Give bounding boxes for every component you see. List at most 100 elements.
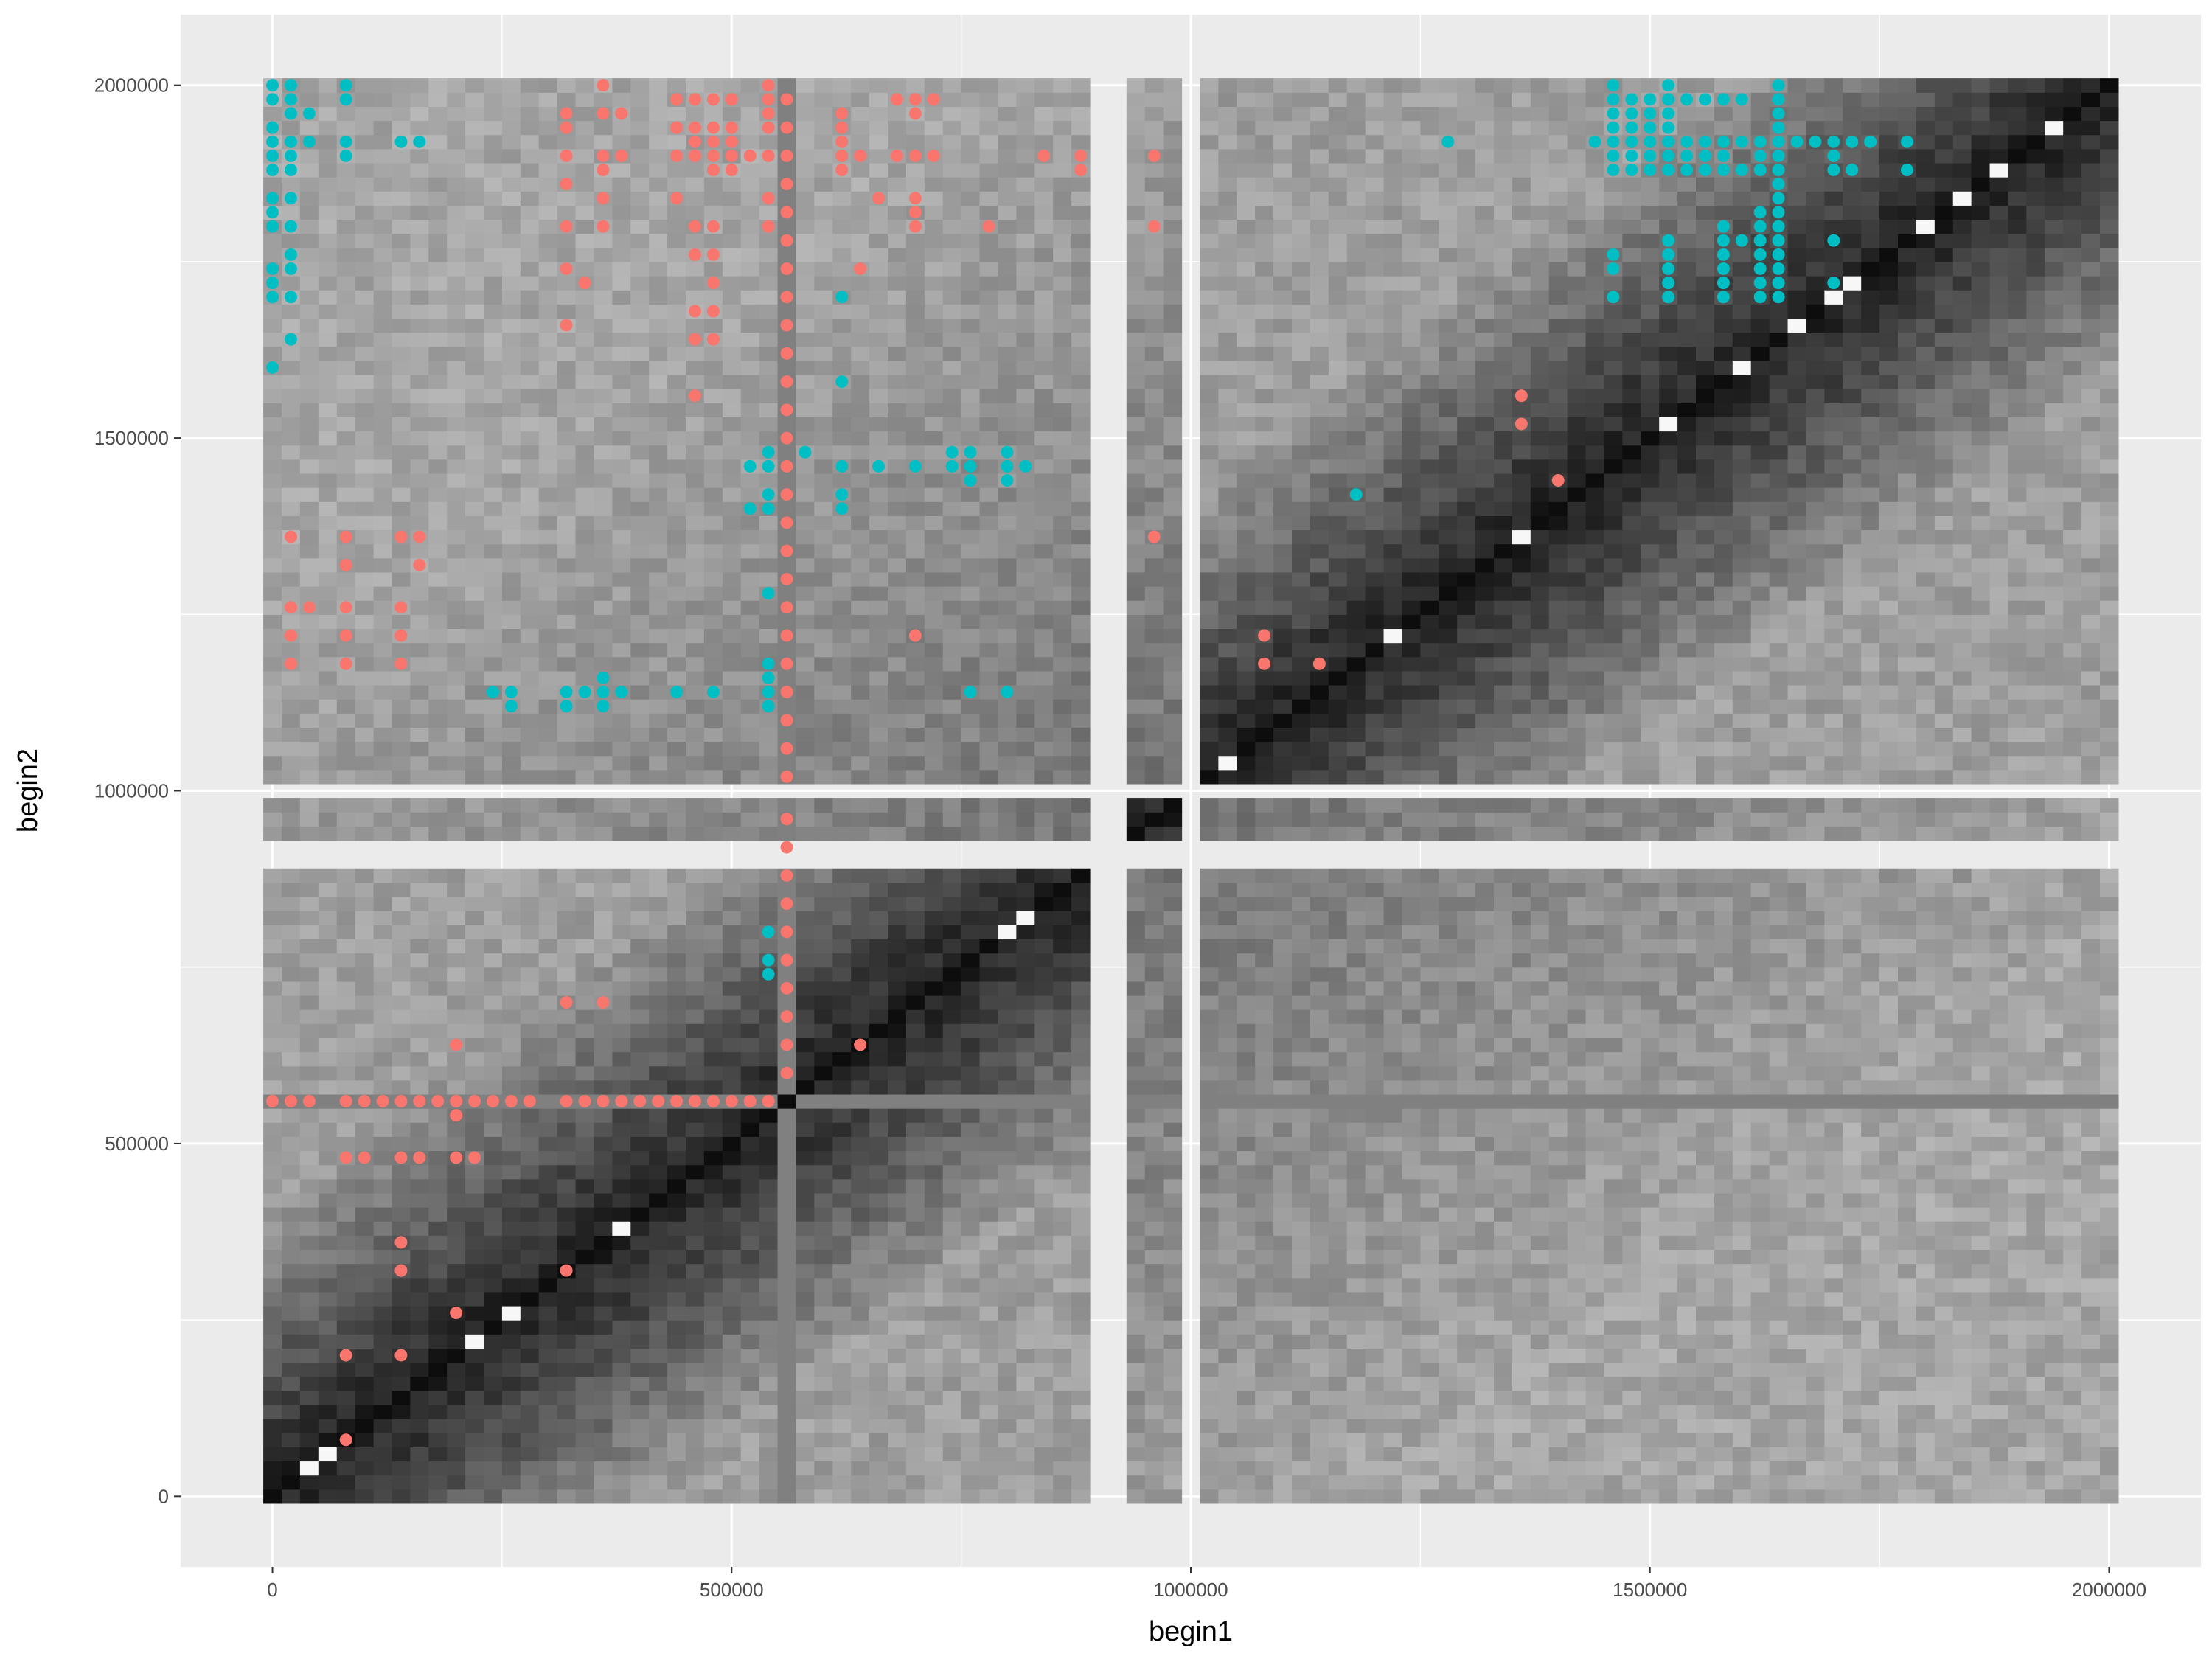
heatmap-tile [484,1136,503,1152]
heatmap-tile [1200,628,1219,644]
heatmap-tile [538,967,558,982]
heatmap-tile [594,1065,613,1081]
heatmap-tile [979,1277,999,1293]
heatmap-tile [373,360,393,375]
heatmap-tile [777,755,797,771]
heatmap-tile [630,1489,650,1504]
heatmap-tile [1144,1136,1164,1152]
heatmap-tile [373,1489,393,1504]
heatmap-tile [942,727,962,742]
heatmap-tile [630,219,650,234]
heatmap-tile [299,1320,319,1335]
heatmap-tile [814,106,833,122]
heatmap-tile [722,642,742,658]
heatmap-tile [942,1037,962,1053]
heatmap-tile [299,261,319,276]
heatmap-tile [282,769,301,785]
heatmap-tile [318,431,338,446]
heatmap-tile [410,1037,429,1053]
heatmap-tile [998,374,1017,389]
heatmap-tile [447,1362,466,1377]
heatmap-tile [1237,529,1256,545]
heatmap-tile [484,713,503,728]
heatmap-tile [759,1136,779,1152]
heatmap-tile [282,995,301,1010]
heatmap-tile [501,1108,521,1123]
heatmap-tile [447,1475,466,1490]
heatmap-tile [484,92,503,107]
heatmap-tile [905,1235,925,1251]
heatmap-tile [686,233,705,248]
heatmap-tile [814,515,833,531]
heatmap-tile [594,557,613,573]
heatmap-tile [465,1051,484,1067]
heatmap-tile [355,1192,375,1208]
heatmap-tile [1200,1390,1219,1405]
heatmap-tile [484,1320,503,1335]
heatmap-tile [722,487,742,502]
heatmap-tile [1218,459,1237,474]
heatmap-tile [979,1037,999,1053]
heatmap-tile [961,1277,981,1293]
heatmap-tile [1144,1419,1164,1433]
heatmap-tile [998,205,1017,220]
heatmap-tile [722,741,742,757]
heatmap-tile [336,826,356,841]
heatmap-tile [484,897,503,911]
heatmap-tile [575,233,595,248]
heatmap-tile [796,360,815,375]
heatmap-tile [355,798,375,813]
heatmap-tile [961,897,981,911]
heatmap-tile [905,1122,925,1137]
heatmap-tile [979,276,999,291]
heatmap-tile [667,332,686,347]
heatmap-tile [832,445,852,460]
heatmap-tile [1237,389,1256,403]
heatmap-tile [832,1475,852,1490]
heatmap-tile [998,1051,1017,1067]
heatmap-tile [796,557,815,573]
heatmap-tile [520,1390,540,1405]
heatmap-tile [942,177,962,192]
heatmap-tile [373,1136,393,1152]
heatmap-tile [1218,374,1237,389]
heatmap-tile [465,148,484,164]
heatmap-tile [1200,148,1219,164]
heatmap-tile [594,798,613,813]
heatmap-tile [594,529,613,545]
heatmap-tile [392,1404,411,1419]
heatmap-tile [1200,501,1219,516]
heatmap-tile [979,1475,999,1490]
heatmap-tile [832,78,852,93]
heatmap-tile [777,1221,797,1236]
heatmap-tile [465,374,484,389]
heatmap-tile [796,1320,815,1335]
heatmap-tile [318,233,338,248]
heatmap-tile [649,120,668,136]
heatmap-tile [612,374,631,389]
heatmap-tile [612,162,631,178]
heatmap-tile [1163,346,1183,361]
heatmap-tile [796,304,815,319]
heatmap-tile [1126,1390,1146,1405]
heatmap-tile [888,1009,907,1024]
heatmap-tile [942,162,962,178]
heatmap-tile [575,134,595,150]
heatmap-tile [263,543,282,559]
heatmap-tile [961,953,981,968]
heatmap-tile [465,162,484,178]
heatmap-tile [299,1404,319,1419]
heatmap-tile [1144,684,1164,700]
heatmap-tile [373,1178,393,1194]
heatmap-tile [998,346,1017,361]
heatmap-tile [832,656,852,672]
heatmap-tile [686,925,705,940]
heatmap-tile [759,1108,779,1123]
heatmap-tile [905,1192,925,1208]
heatmap-tile [299,459,319,474]
heatmap-tile [686,812,705,827]
heatmap-tile [814,162,833,178]
heatmap-tile [557,600,577,615]
heatmap-tile [814,699,833,714]
heatmap-tile [851,92,870,107]
